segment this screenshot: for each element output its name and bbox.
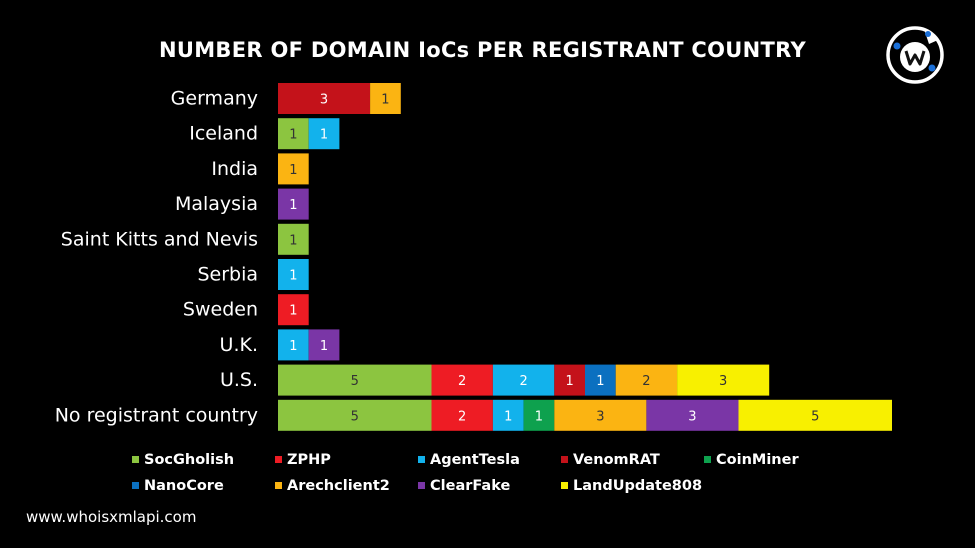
bar-segment	[523, 399, 555, 431]
bar-segment	[308, 118, 340, 150]
bar-segment	[646, 399, 739, 431]
bar-segment	[278, 83, 371, 114]
category-label: Saint Kitts and Nevis	[61, 228, 258, 250]
bar-value-label: 1	[381, 93, 389, 108]
legend-swatch	[418, 456, 425, 463]
legend-label: LandUpdate808	[573, 478, 702, 494]
bar-segment	[278, 294, 309, 326]
bar-value-label: 2	[642, 374, 650, 389]
bar-segment	[278, 118, 309, 150]
legend-label: AgentTesla	[430, 452, 520, 468]
bar-value-label: 5	[811, 409, 819, 424]
category-label: Serbia	[197, 264, 258, 286]
bar-segment	[278, 188, 309, 220]
whoisxmlapi-logo-icon	[886, 26, 944, 84]
legend-swatch	[418, 482, 425, 489]
bar-segment	[308, 329, 340, 361]
bar-value-label: 1	[289, 304, 297, 319]
bar-segment	[278, 259, 309, 290]
bar-value-label: 1	[320, 128, 328, 143]
legend-swatch	[132, 456, 139, 463]
bar-segment	[492, 399, 524, 431]
legend-label: NanoCore	[144, 478, 224, 494]
bar-segment	[431, 399, 493, 431]
legend-label: ClearFake	[430, 478, 510, 494]
bar-value-label: 5	[351, 374, 359, 389]
bar-segment	[278, 223, 309, 255]
bar-value-label: 1	[289, 198, 297, 213]
legend-swatch	[275, 456, 282, 463]
category-label: U.S.	[220, 369, 258, 391]
legend-swatch	[132, 482, 139, 489]
category-label: No registrant country	[55, 404, 258, 426]
bar-segment	[278, 153, 309, 185]
bar-segment	[738, 399, 892, 431]
legend-label: CoinMiner	[716, 452, 799, 468]
bar-segment	[492, 364, 555, 396]
legend-label: VenomRAT	[573, 452, 660, 468]
bar-segment	[677, 364, 770, 396]
category-label: India	[211, 158, 258, 180]
bar-value-label: 1	[289, 339, 297, 354]
bar-value-label: 1	[289, 163, 297, 178]
bar-value-label: 3	[596, 409, 604, 424]
bar-value-label: 1	[504, 409, 512, 424]
bar-value-label: 1	[535, 409, 543, 424]
bar-value-label: 3	[719, 374, 727, 389]
bar-value-label: 2	[519, 374, 527, 389]
bar-segment	[615, 364, 678, 396]
bar-segment	[278, 364, 432, 396]
category-label: Malaysia	[175, 193, 258, 215]
bar-value-label: 5	[351, 409, 359, 424]
legend-swatch	[275, 482, 282, 489]
bar-value-label: 1	[289, 269, 297, 284]
bar-value-label: 1	[566, 374, 574, 389]
category-label: U.K.	[220, 334, 258, 356]
bar-segment	[431, 364, 493, 396]
bar-value-label: 1	[320, 339, 328, 354]
bar-value-label: 2	[458, 374, 466, 389]
bar-value-label: 1	[289, 233, 297, 248]
bar-segment	[554, 364, 585, 396]
legend-swatch	[561, 482, 568, 489]
category-label: Iceland	[189, 123, 258, 145]
bar-segment	[585, 364, 616, 396]
legend-swatch	[561, 456, 568, 463]
bar-value-label: 1	[596, 374, 604, 389]
legend-swatch	[704, 456, 711, 463]
bar-segment	[554, 399, 647, 431]
bar-value-label: 3	[688, 409, 696, 424]
legend-label: ZPHP	[287, 452, 331, 468]
category-label: Germany	[171, 88, 258, 110]
bar-value-label: 3	[320, 93, 328, 108]
bar-segment	[278, 329, 309, 361]
bar-value-label: 2	[458, 409, 466, 424]
category-label: Sweden	[183, 299, 258, 321]
legend-label: SocGholish	[144, 452, 234, 468]
legend-label: Arechclient2	[287, 478, 390, 494]
bar-value-label: 1	[289, 128, 297, 143]
footer-url: www.whoisxmlapi.com	[26, 508, 197, 526]
bar-segment	[278, 399, 432, 431]
chart-title: NUMBER OF DOMAIN IoCs PER REGISTRANT COU…	[159, 38, 806, 62]
bar-segment	[370, 83, 401, 114]
